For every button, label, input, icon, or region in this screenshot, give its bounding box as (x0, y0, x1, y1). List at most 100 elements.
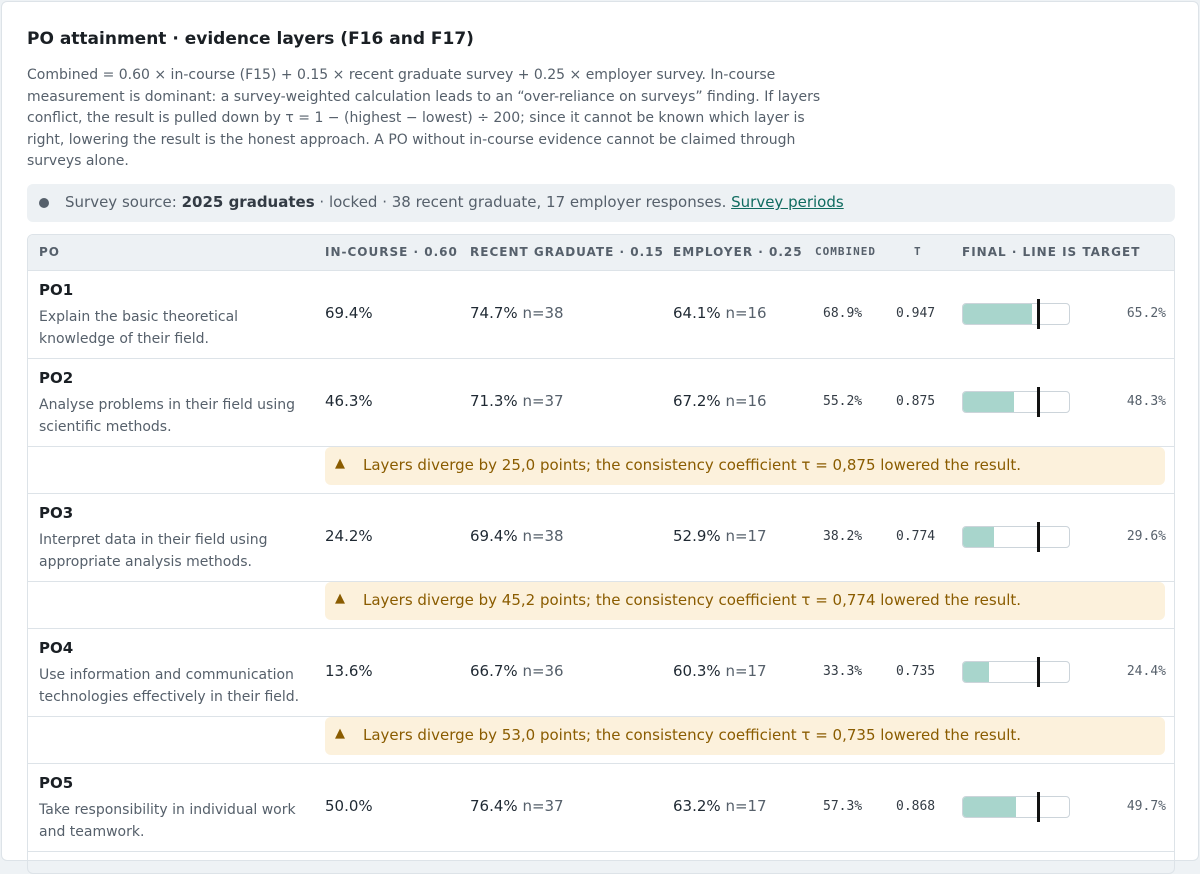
target-line (1037, 387, 1040, 417)
employer-cell: 60.3% n=17 (673, 662, 767, 680)
final-value: 49.7% (1126, 799, 1166, 814)
recent-graduate-value: 69.4% (470, 527, 518, 545)
employer-n: n=16 (725, 304, 767, 322)
warning-row: ▲ Layers diverge by 45,2 points; the cons… (28, 582, 1174, 629)
warning-row: ▲ Layers diverge by 53,0 points; the cons… (28, 717, 1174, 764)
combined-value: 38.2% (823, 529, 863, 544)
final-value: 24.4% (1126, 664, 1166, 679)
target-line (1037, 792, 1040, 822)
in-course-value: 24.2% (325, 527, 373, 545)
warning-triangle-icon: ▲ (335, 456, 345, 471)
employer-value: 60.3% (673, 662, 721, 680)
employer-cell: 67.2% n=16 (673, 392, 767, 410)
po-description: Explain the basic theoretical knowledge … (39, 309, 239, 347)
status-dot-icon (39, 198, 49, 208)
final-progress-bar (962, 526, 1070, 548)
in-course-value: 13.6% (325, 662, 373, 680)
table-header: PO IN-COURSE · 0.60 RECENT GRADUATE · 0.… (28, 235, 1174, 271)
warning-triangle-icon: ▲ (335, 591, 345, 606)
po-code: PO5 (39, 774, 74, 792)
divergence-warning: ▲ Layers diverge by 25,0 points; the cons… (325, 447, 1165, 485)
po-description: Take responsibility in individual work a… (39, 802, 296, 840)
col-header-final[interactable]: FINAL · LINE IS TARGET (962, 245, 1141, 259)
combined-value: 68.9% (823, 306, 863, 321)
tau-value: 0.735 (896, 664, 936, 679)
target-line (1037, 657, 1040, 687)
col-header-in-course[interactable]: IN-COURSE · 0.60 (325, 245, 458, 259)
in-course-value: 69.4% (325, 304, 373, 322)
recent-graduate-n: n=37 (522, 797, 564, 815)
banner-source: 2025 graduates (181, 193, 315, 211)
combined-value: 55.2% (823, 394, 863, 409)
recent-graduate-cell: 66.7% n=36 (470, 662, 564, 680)
table-row: PO5 Take responsibility in individual wor… (28, 764, 1174, 852)
employer-cell: 52.9% n=17 (673, 527, 767, 545)
tau-value: 0.868 (896, 799, 936, 814)
employer-n: n=16 (725, 392, 767, 410)
employer-cell: 63.2% n=17 (673, 797, 767, 815)
employer-n: n=17 (725, 662, 767, 680)
recent-graduate-cell: 74.7% n=38 (470, 304, 564, 322)
final-progress-bar (962, 391, 1070, 413)
col-header-combined[interactable]: COMBINED (815, 245, 876, 258)
divergence-warning: ▲ Layers diverge by 45,2 points; the cons… (325, 582, 1165, 620)
employer-value: 63.2% (673, 797, 721, 815)
po-table: PO IN-COURSE · 0.60 RECENT GRADUATE · 0.… (27, 234, 1175, 874)
table-row: PO4 Use information and communication tec… (28, 629, 1174, 717)
po-code: PO4 (39, 639, 74, 657)
banner-prefix: Survey source: (65, 193, 182, 211)
recent-graduate-value: 71.3% (470, 392, 518, 410)
po-description: Use information and communication techno… (39, 667, 300, 705)
po-description: Analyse problems in their field using sc… (39, 397, 295, 435)
table-row: PO1 Explain the basic theoretical knowled… (28, 271, 1174, 359)
survey-periods-link[interactable]: Survey periods (731, 193, 844, 211)
recent-graduate-value: 74.7% (470, 304, 518, 322)
banner-suffix: · locked · 38 recent graduate, 17 employ… (314, 193, 732, 211)
final-progress-bar (962, 796, 1070, 818)
employer-value: 67.2% (673, 392, 721, 410)
tau-value: 0.875 (896, 394, 936, 409)
final-progress-fill (963, 527, 995, 547)
recent-graduate-cell: 69.4% n=38 (470, 527, 564, 545)
recent-graduate-n: n=38 (522, 527, 564, 545)
target-line (1037, 299, 1040, 329)
survey-source-banner: Survey source: 2025 graduates · locked ·… (27, 184, 1175, 222)
col-header-po[interactable]: PO (39, 245, 60, 259)
page-description: Combined = 0.60 × in-course (F15) + 0.15… (27, 67, 821, 170)
final-progress-fill (963, 304, 1033, 324)
warning-text: Layers diverge by 25,0 points; the consi… (363, 456, 1022, 474)
recent-graduate-n: n=36 (522, 662, 564, 680)
table-row: PO2 Analyse problems in their field using… (28, 359, 1174, 447)
combined-value: 57.3% (823, 799, 863, 814)
po-code: PO2 (39, 369, 74, 387)
table-row: PO3 Interpret data in their field using a… (28, 494, 1174, 582)
final-value: 65.2% (1126, 306, 1166, 321)
final-progress-fill (963, 662, 989, 682)
col-header-recent-graduate[interactable]: RECENT GRADUATE · 0.15 (470, 245, 664, 259)
target-line (1037, 522, 1040, 552)
col-header-tau[interactable]: T (914, 245, 922, 258)
recent-graduate-cell: 71.3% n=37 (470, 392, 564, 410)
employer-value: 52.9% (673, 527, 721, 545)
recent-graduate-value: 66.7% (470, 662, 518, 680)
po-code: PO1 (39, 281, 74, 299)
recent-graduate-cell: 76.4% n=37 (470, 797, 564, 815)
final-progress-fill (963, 392, 1015, 412)
po-code: PO3 (39, 504, 74, 522)
warning-text: Layers diverge by 53,0 points; the consi… (363, 726, 1022, 744)
page-title: PO attainment · evidence layers (F16 and… (27, 29, 474, 49)
tau-value: 0.774 (896, 529, 936, 544)
employer-cell: 64.1% n=16 (673, 304, 767, 322)
in-course-value: 46.3% (325, 392, 373, 410)
divergence-warning: ▲ Layers diverge by 53,0 points; the cons… (325, 717, 1165, 755)
employer-n: n=17 (725, 527, 767, 545)
combined-value: 33.3% (823, 664, 863, 679)
warning-text: Layers diverge by 45,2 points; the consi… (363, 591, 1022, 609)
employer-n: n=17 (725, 797, 767, 815)
col-header-employer[interactable]: EMPLOYER · 0.25 (673, 245, 803, 259)
in-course-value: 50.0% (325, 797, 373, 815)
final-progress-bar (962, 661, 1070, 683)
recent-graduate-n: n=38 (522, 304, 564, 322)
final-value: 29.6% (1126, 529, 1166, 544)
